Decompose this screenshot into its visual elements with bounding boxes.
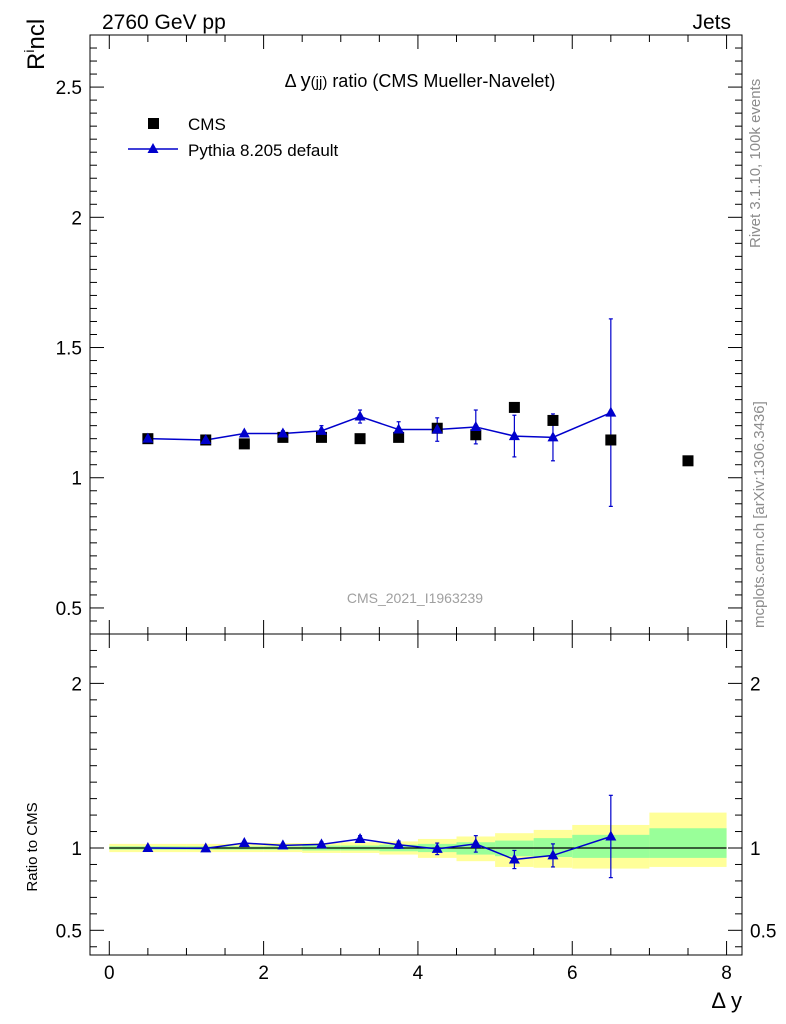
- cms-point: [238, 438, 250, 450]
- main-y-tick-label: 1: [71, 469, 82, 490]
- ratio-pythia-line: [147, 835, 612, 861]
- main-y-tick-label: 2.5: [56, 78, 82, 99]
- legend-pythia-label: Pythia 8.205 default: [188, 141, 339, 160]
- main-y-tick-label: 0.5: [56, 599, 82, 620]
- ratio-pythia-point: [470, 837, 482, 848]
- header-energy: 2760 GeV pp: [102, 11, 226, 34]
- pythia-point: [547, 431, 559, 442]
- ratio-y-tick-label-right: 2: [750, 674, 761, 695]
- cms-point: [315, 431, 327, 443]
- rivet-version-label: Rivet 3.1.10, 100k events: [747, 79, 764, 248]
- analysis-watermark: CMS_2021_I1963239: [347, 590, 483, 606]
- header-process: Jets: [692, 11, 731, 34]
- pythia-point: [393, 423, 405, 434]
- x-tick-label: 4: [413, 963, 424, 984]
- pythia-point: [470, 420, 482, 431]
- legend-cms-label: CMS: [188, 115, 226, 134]
- pythia-point: [142, 432, 154, 443]
- ratio-pythia-point: [508, 853, 520, 864]
- pythia-point: [354, 410, 366, 421]
- pythia-point: [200, 433, 212, 444]
- cms-point: [547, 414, 559, 426]
- pythia-line: [147, 411, 612, 441]
- ratio-pythia-point: [393, 838, 405, 849]
- ratio-pythia-point: [142, 842, 154, 852]
- x-axis-label: Δ y: [711, 988, 742, 1013]
- ratio-pythia-point: [431, 842, 443, 853]
- x-tick-label: 0: [104, 963, 115, 984]
- legend-pythia-marker: [147, 143, 159, 153]
- pythia-point: [238, 427, 250, 438]
- cms-point: [393, 431, 405, 443]
- ratio-y-tick-label-left: 1: [71, 839, 82, 860]
- pythia-point: [605, 406, 617, 417]
- x-tick-label: 2: [258, 963, 269, 984]
- legend: CMS Pythia 8.205 default: [128, 115, 339, 160]
- x-tick-label: 8: [721, 963, 732, 984]
- cms-point: [508, 401, 520, 413]
- ratio-pythia-point: [315, 838, 327, 849]
- ratio-pythia-point: [547, 849, 559, 860]
- ratio-y-tick-label-left: 2: [71, 674, 82, 695]
- ratio-pythia-point: [605, 830, 617, 841]
- cms-point: [354, 433, 366, 445]
- ratio-pythia-point: [238, 837, 250, 848]
- ratio-pythia-point: [200, 842, 212, 853]
- ratio-frame: [89, 633, 743, 956]
- ratio-y-tick-label-right: 1: [750, 839, 761, 860]
- x-tick-label: 6: [567, 963, 578, 984]
- plot-title: Δ y(jj) ratio (CMS Mueller-Navelet): [285, 70, 556, 92]
- cms-point: [682, 455, 694, 467]
- legend-cms-marker: [148, 118, 159, 129]
- ratio-pythia-point: [354, 832, 366, 843]
- cms-point: [605, 434, 617, 446]
- main-y-tick-label: 2: [71, 208, 82, 229]
- main-y-axis-label: Rincl: [21, 19, 50, 70]
- main-panel: 0.5 1 1.5 2 2.5: [56, 34, 743, 635]
- main-y-tick-label: 1.5: [56, 339, 82, 360]
- cms-point: [470, 429, 482, 441]
- ratio-pythia-point: [277, 839, 289, 850]
- pythia-point: [431, 423, 443, 434]
- pythia-point: [508, 430, 520, 441]
- pythia-point: [277, 427, 289, 438]
- ratio-y-tick-label-left: 0.5: [56, 921, 82, 942]
- pythia-point: [315, 424, 327, 435]
- uncertainty-band-inner: [649, 828, 727, 858]
- ratio-y-tick-label-right: 0.5: [750, 921, 776, 942]
- ratio-y-axis-label: Ratio to CMS: [24, 802, 41, 891]
- mcplots-source-label: mcplots.cern.ch [arXiv:1306.3436]: [751, 401, 768, 628]
- ratio-panel: 0.5 0.5 1 1 2 2 0 2 4 6 8: [56, 633, 776, 984]
